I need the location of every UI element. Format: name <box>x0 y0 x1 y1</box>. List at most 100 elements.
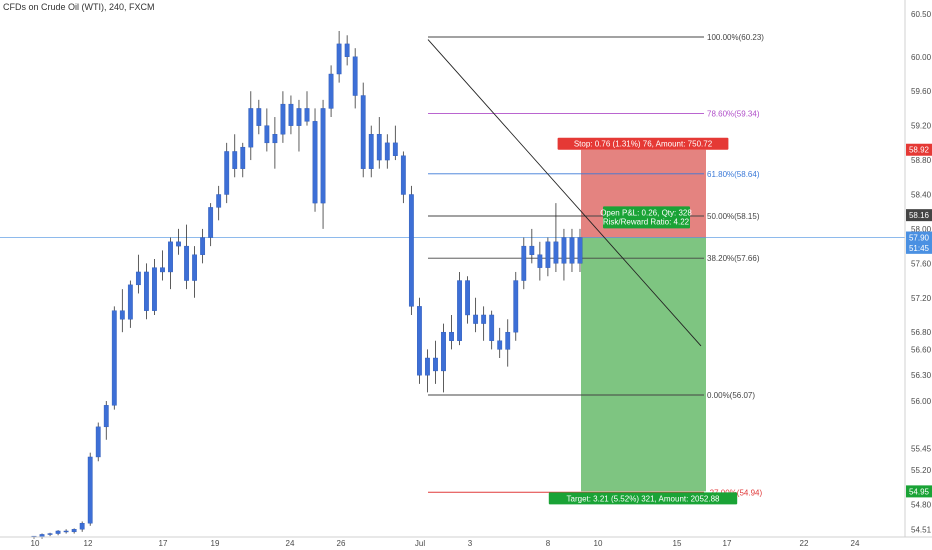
y-tick-label: 55.45 <box>911 444 932 453</box>
candle-body[interactable] <box>376 134 382 161</box>
candle-body[interactable] <box>537 254 543 268</box>
candle-body[interactable] <box>135 271 141 286</box>
candle-body[interactable] <box>417 306 422 376</box>
price-tag: 58.92 <box>906 143 932 156</box>
fib-level-label: 38.20%(57.66) <box>707 254 760 263</box>
x-tick-label: 24 <box>286 539 295 548</box>
candle-body[interactable] <box>497 340 503 350</box>
candle-body[interactable] <box>384 142 390 161</box>
candle-body[interactable] <box>47 533 53 535</box>
candle-body[interactable] <box>55 530 61 534</box>
candle-body[interactable] <box>216 194 222 208</box>
candle-body[interactable] <box>127 284 133 320</box>
y-tick-label: 56.60 <box>911 345 932 354</box>
candle-body[interactable] <box>433 357 438 372</box>
candle-body[interactable] <box>168 241 173 273</box>
candle-body[interactable] <box>111 310 117 406</box>
candle-body[interactable] <box>256 108 262 126</box>
candle-body[interactable] <box>304 108 310 122</box>
candle-body[interactable] <box>176 241 181 247</box>
candle-body[interactable] <box>529 245 535 255</box>
x-tick-label: 22 <box>800 539 809 548</box>
candle-body[interactable] <box>481 314 487 324</box>
candle-body[interactable] <box>103 405 109 428</box>
x-tick-label: Jul <box>415 539 425 548</box>
candle-body[interactable] <box>545 241 551 268</box>
svg-text:51:45: 51:45 <box>909 244 930 253</box>
fib-level-label: 50.00%(58.15) <box>707 212 760 221</box>
y-tick-label: 58.80 <box>911 156 932 165</box>
x-tick-label: 8 <box>546 539 551 548</box>
candle-body[interactable] <box>119 310 125 320</box>
candle-body[interactable] <box>457 280 462 341</box>
x-tick-label: 12 <box>84 539 93 548</box>
candle-body[interactable] <box>449 331 454 341</box>
candle-body[interactable] <box>240 146 246 169</box>
candle-body[interactable] <box>577 237 583 264</box>
candle-body[interactable] <box>288 103 294 126</box>
candle-body[interactable] <box>144 271 149 311</box>
candle-body[interactable] <box>79 523 85 530</box>
candle-body[interactable] <box>200 237 206 255</box>
x-tick-label: 19 <box>211 539 220 548</box>
take-profit-zone[interactable] <box>581 237 706 492</box>
fib-level-label: 0.00%(56.07) <box>707 391 755 400</box>
candle-body[interactable] <box>296 108 302 126</box>
candle-body[interactable] <box>553 241 559 264</box>
candle-body[interactable] <box>561 237 567 264</box>
candle-body[interactable] <box>352 56 358 96</box>
candle-body[interactable] <box>320 108 326 204</box>
candle-body[interactable] <box>232 151 238 169</box>
x-tick-label: 26 <box>337 539 346 548</box>
candle-body[interactable] <box>344 43 350 57</box>
candle-body[interactable] <box>95 426 101 458</box>
candle-body[interactable] <box>425 357 430 376</box>
candle-body[interactable] <box>521 245 527 281</box>
y-tick-label: 56.30 <box>911 371 932 380</box>
candle-body[interactable] <box>360 95 366 169</box>
candle-body[interactable] <box>280 103 286 135</box>
candle-body[interactable] <box>312 121 318 204</box>
candle-body[interactable] <box>569 237 575 264</box>
candle-body[interactable] <box>264 125 270 144</box>
candle-body[interactable] <box>71 529 77 533</box>
trendline[interactable] <box>427 39 702 347</box>
candle-body[interactable] <box>248 108 254 148</box>
candle-body[interactable] <box>368 134 374 169</box>
svg-text:54.95: 54.95 <box>909 487 930 496</box>
candle-body[interactable] <box>224 151 230 195</box>
candle-body[interactable] <box>63 530 69 533</box>
candle-body[interactable] <box>208 207 214 238</box>
candle-body[interactable] <box>328 73 334 109</box>
candle-body[interactable] <box>473 314 479 324</box>
svg-text:Open P&L: 0.26, Qty: 328: Open P&L: 0.26, Qty: 328 <box>600 208 692 217</box>
stop-label: Stop: 0.76 (1.31%) 76, Amount: 750.72 <box>557 137 729 150</box>
candle-body[interactable] <box>87 456 93 524</box>
candle-body[interactable] <box>336 43 342 75</box>
svg-text:58.16: 58.16 <box>909 211 930 220</box>
y-tick-label: 56.00 <box>911 397 932 406</box>
x-tick-label: 10 <box>31 539 40 548</box>
candle-body[interactable] <box>441 331 446 372</box>
candle-body[interactable] <box>408 194 414 307</box>
y-tick-label: 55.20 <box>911 466 932 475</box>
candle-body[interactable] <box>392 142 398 156</box>
candle-body[interactable] <box>489 314 495 341</box>
candle-body[interactable] <box>505 331 511 350</box>
y-tick-label: 60.50 <box>911 10 932 19</box>
y-tick-label: 57.60 <box>911 259 932 268</box>
candle-body[interactable] <box>400 155 406 195</box>
candle-body[interactable] <box>160 267 165 273</box>
candle-body[interactable] <box>152 267 157 311</box>
target-label: Target: 3.21 (5.52%) 321, Amount: 2052.8… <box>548 492 738 505</box>
candle-body[interactable] <box>272 134 278 144</box>
candle-body[interactable] <box>465 280 470 316</box>
candle-body[interactable] <box>184 245 189 281</box>
svg-text:Target: 3.21 (5.52%) 321, Amou: Target: 3.21 (5.52%) 321, Amount: 2052.8… <box>567 494 721 503</box>
candle-body[interactable] <box>192 254 197 281</box>
svg-text:57.90: 57.90 <box>909 234 930 243</box>
candle-body[interactable] <box>513 280 519 333</box>
